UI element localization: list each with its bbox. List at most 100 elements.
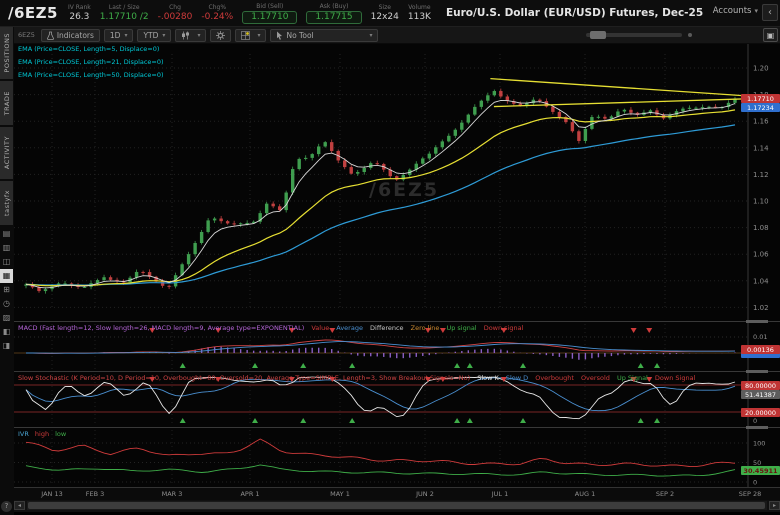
time-tick-label: FEB 3 (85, 490, 105, 498)
svg-text:1.17710: 1.17710 (747, 95, 774, 103)
range-dropdown[interactable]: YTD ▾ (137, 28, 172, 42)
scrollbar-thumb[interactable] (28, 502, 765, 509)
sidebar-tab-tastyfx[interactable]: tastyfx (0, 181, 13, 225)
instrument-title: Euro/U.S. Dollar (EUR/USD) Futures, Dec-… (445, 7, 704, 19)
svg-text:0: 0 (753, 417, 757, 425)
legend-item: high (34, 430, 50, 438)
scroll-left-button[interactable]: ◂ (14, 501, 25, 510)
legend-item: Up signal (444, 324, 477, 332)
pane-resize-handle[interactable] (746, 320, 768, 323)
zoom-reset-dot[interactable] (688, 33, 692, 37)
ema-legend-2[interactable]: EMA (Price=CLOSE, Length=50, Displace=0) (18, 71, 164, 79)
svg-text:1.10: 1.10 (753, 198, 769, 206)
clock-icon[interactable]: ◷ (3, 299, 10, 308)
cursor-pointer-icon (277, 31, 283, 40)
drawing-tool-dropdown[interactable]: No Tool ▾ (270, 28, 379, 42)
chart-zoom-slider[interactable] (586, 31, 682, 39)
horizontal-scrollbar: ◂ ▸ (14, 500, 780, 512)
depth-icon[interactable]: ▨ (2, 313, 11, 322)
stat-volume: Volume 113K (408, 4, 431, 23)
macd-legend[interactable]: MACD (Fast length=12, Slow length=26, MA… (18, 324, 523, 332)
ivr-legend[interactable]: IVR high low (18, 430, 72, 438)
symbol-label[interactable]: /6EZ5 (8, 4, 58, 22)
style-grid-icon (241, 30, 251, 40)
chevron-down-icon: ▾ (124, 31, 128, 39)
chevron-down-icon: ▾ (162, 31, 166, 39)
collapse-panel-button[interactable]: ‹ (762, 4, 778, 21)
stat-label: Ask (Buy) (319, 2, 349, 10)
legend-item: IVR (18, 430, 29, 438)
chart-type-dropdown[interactable]: ▾ (175, 28, 207, 42)
quote-stats: IV Rank 26.3 Last / Size 1.17710 /2 Chg -.002… (68, 3, 440, 24)
quote-header: /6EZ5 IV Rank 26.3 Last / Size 1.17710 /2 Ch… (0, 0, 780, 27)
sidebar-tab-trade[interactable]: TRADE (0, 81, 13, 125)
help-icon[interactable]: ? (1, 501, 12, 512)
time-tick-label: SEP 2 (655, 490, 675, 498)
legend-title: Slow Stochastic (K Period=10, D Period=1… (18, 374, 471, 382)
stat-label: Volume (408, 3, 431, 11)
chart-toolbar: 6EZ5 Indicators 1D ▾ YTD ▾ ▾ ▾ No Tool ▾ (14, 27, 780, 44)
time-axis[interactable]: JAN 13 FEB 3 MAR 3 APR 1 MAY 1 JUN 2 JUL 1 AUG … (14, 487, 780, 500)
svg-text:0: 0 (753, 479, 757, 487)
pane-divider[interactable] (14, 371, 780, 372)
stat-value: 1.17715 (306, 10, 362, 24)
macd-pane[interactable]: 0.01 0.00136 (14, 322, 780, 372)
ema-legend-0[interactable]: EMA (Price=CLOSE, Length=5, Displace=0) (18, 45, 160, 53)
stat-value: -0.24% (201, 11, 234, 22)
price-pane[interactable]: /6EZ51.201.181.161.141.121.101.081.061.0… (14, 44, 780, 322)
panel-left-icon[interactable]: ◧ (2, 327, 11, 336)
legend-item: Zero line (408, 324, 440, 332)
time-tick-label: JUN 2 (416, 490, 434, 498)
stochastic-legend[interactable]: Slow Stochastic (K Period=10, D Period=1… (18, 374, 695, 382)
svg-text:20.00000: 20.00000 (745, 409, 776, 417)
pane-divider[interactable] (14, 321, 780, 322)
list-icon[interactable]: ▥ (2, 243, 11, 252)
ivr-pane[interactable]: 100 50 0 30.45911 (14, 428, 780, 487)
ema-legend-1[interactable]: EMA (Price=CLOSE, Length=21, Displace=0) (18, 58, 164, 66)
stat-label: Size (378, 3, 391, 11)
time-tick-label: SEP 28 (738, 490, 762, 498)
stat-label: IV Rank (67, 3, 91, 11)
layout-icon[interactable]: ◫ (2, 257, 11, 266)
stat-value: -.00280 (157, 11, 193, 22)
pane-resize-handle[interactable] (746, 370, 768, 373)
stat-value: 1.17710 /2 (99, 11, 149, 22)
legend-item: Slow D (503, 374, 529, 382)
sidebar-tab-activity[interactable]: ACTIVITY (0, 127, 13, 179)
stat-value: 26.3 (69, 11, 90, 22)
sidebar-tab-positions[interactable]: POSITIONS (0, 27, 13, 79)
pane-divider[interactable] (14, 427, 780, 428)
chevron-down-icon: ▾ (197, 31, 201, 39)
stat-size: Size 12x24 (371, 4, 399, 23)
maximize-chart-button[interactable]: ▣ (763, 28, 778, 42)
chart-settings-button[interactable] (210, 28, 232, 42)
stat-label: Chg (169, 3, 181, 11)
panel-right-icon[interactable]: ◨ (2, 341, 11, 350)
svg-text:1.17234: 1.17234 (747, 104, 774, 112)
scroll-right-button[interactable]: ▸ (769, 501, 780, 510)
sidebar-tab-label: POSITIONS (2, 33, 11, 73)
chevron-down-icon: ▾ (754, 7, 758, 15)
stat-value: 1.17710 (242, 10, 298, 24)
timeframe-dropdown[interactable]: 1D ▾ (103, 28, 134, 42)
accounts-dropdown[interactable]: Accounts ▾ (713, 6, 758, 16)
grid-icon[interactable]: ⊞ (3, 285, 10, 294)
pane-resize-handle[interactable] (746, 426, 768, 429)
svg-text:80.00000: 80.00000 (745, 382, 776, 390)
legend-item: Down Signal (652, 374, 696, 382)
stat-chg-: Chg% -0.24% (201, 4, 233, 23)
legend-item: Oversold (578, 374, 610, 382)
stat-label: Chg% (208, 3, 227, 11)
chart-style-dropdown[interactable]: ▾ (235, 28, 267, 42)
notes-icon[interactable]: ▤ (2, 229, 11, 238)
indicators-button[interactable]: Indicators (40, 28, 100, 42)
zoom-slider-thumb[interactable] (590, 31, 606, 39)
stat-ask-buy-: Ask (Buy) 1.17715 (306, 2, 362, 24)
left-sidebar: POSITIONS TRADE ACTIVITY tastyfx ▤ ▥ ◫ ▦ ⊞ ◷ ▨ ◧ ◨? (0, 27, 14, 515)
chart-icon[interactable]: ▦ (0, 269, 13, 283)
accounts-label: Accounts (712, 6, 752, 16)
svg-text:30.45911: 30.45911 (743, 467, 778, 475)
sidebar-tab-label: tastyfx (2, 190, 11, 216)
